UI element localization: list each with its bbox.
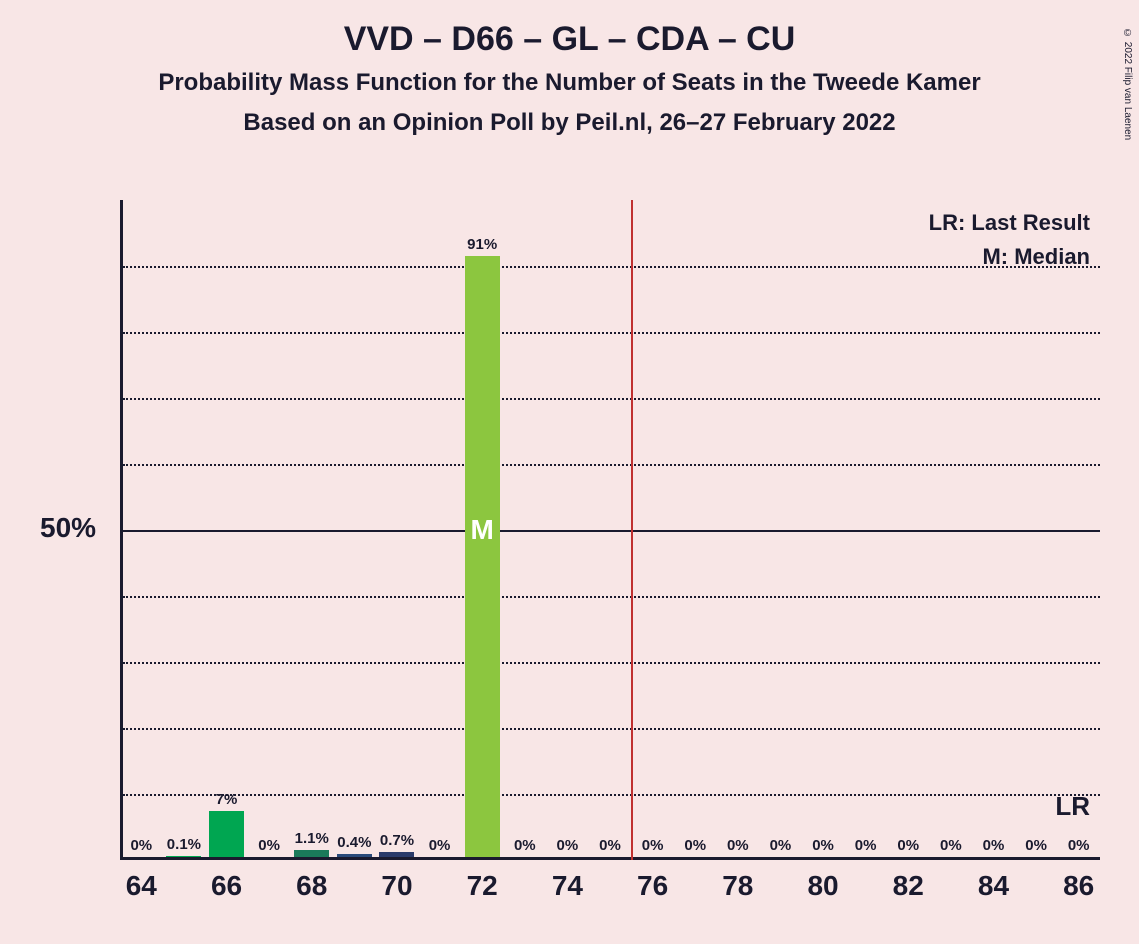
bar-value-label: 0% <box>812 837 834 854</box>
x-tick-label: 80 <box>793 870 853 902</box>
bar-value-label: 0% <box>557 837 579 854</box>
bar-value-label: 0% <box>727 837 749 854</box>
x-tick-label: 86 <box>1049 870 1109 902</box>
bar-value-label: 0% <box>684 837 706 854</box>
bar-value-label: 0% <box>130 837 152 854</box>
bar-value-label: 0.7% <box>380 832 414 849</box>
x-tick-label: 74 <box>537 870 597 902</box>
x-tick-label: 72 <box>452 870 512 902</box>
bar-value-label: 91% <box>467 236 497 253</box>
bar <box>294 850 329 857</box>
gridline <box>123 464 1100 466</box>
x-tick-label: 68 <box>282 870 342 902</box>
gridline <box>123 794 1100 796</box>
x-axis <box>120 857 1100 860</box>
x-tick-label: 84 <box>963 870 1023 902</box>
bar-value-label: 1.1% <box>295 830 329 847</box>
gridline <box>123 596 1100 598</box>
lr-axis-label: LR <box>1055 791 1090 822</box>
gridline <box>123 398 1100 400</box>
chart-subtitle-2: Based on an Opinion Poll by Peil.nl, 26–… <box>0 109 1139 137</box>
y-axis-50-label: 50% <box>40 512 96 544</box>
last-result-line <box>631 200 633 860</box>
bar-value-label: 0% <box>514 837 536 854</box>
bar-value-label: 0% <box>855 837 877 854</box>
bar <box>379 852 414 857</box>
bar-value-label: 7% <box>216 791 238 808</box>
bar-value-label: 0% <box>599 837 621 854</box>
gridline <box>123 332 1100 334</box>
bar-value-label: 0% <box>642 837 664 854</box>
bar-value-label: 0% <box>1025 837 1047 854</box>
gridline <box>123 662 1100 664</box>
bar <box>465 256 500 857</box>
legend-median: M: Median <box>982 244 1090 270</box>
x-tick-label: 76 <box>623 870 683 902</box>
bar-value-label: 0.1% <box>167 836 201 853</box>
gridline <box>123 530 1100 532</box>
x-tick-label: 64 <box>111 870 171 902</box>
bar <box>209 811 244 857</box>
x-tick-label: 66 <box>197 870 257 902</box>
bar <box>337 854 372 857</box>
bar <box>166 856 201 857</box>
bar-value-label: 0.4% <box>337 834 371 851</box>
median-marker: M <box>465 514 500 546</box>
bar-value-label: 0% <box>983 837 1005 854</box>
chart-subtitle-1: Probability Mass Function for the Number… <box>0 69 1139 97</box>
x-tick-label: 82 <box>878 870 938 902</box>
x-tick-label: 78 <box>708 870 768 902</box>
bar-value-label: 0% <box>897 837 919 854</box>
gridline <box>123 266 1100 268</box>
bar-value-label: 0% <box>429 837 451 854</box>
bar-value-label: 0% <box>770 837 792 854</box>
chart-title: VVD – D66 – GL – CDA – CU <box>0 20 1139 59</box>
bar-value-label: 0% <box>1068 837 1090 854</box>
bar-value-label: 0% <box>940 837 962 854</box>
gridline <box>123 728 1100 730</box>
chart-plot-area: M 0% 0.1% 7% 0% 1.1% 0.4% 0.7% 0% 91% 0% 0% 0% 0% 0% 0… <box>120 200 1100 860</box>
copyright-text: © 2022 Filip van Laenen <box>1122 28 1133 140</box>
legend-last-result: LR: Last Result <box>929 210 1090 236</box>
x-tick-label: 70 <box>367 870 427 902</box>
bar-value-label: 0% <box>258 837 280 854</box>
